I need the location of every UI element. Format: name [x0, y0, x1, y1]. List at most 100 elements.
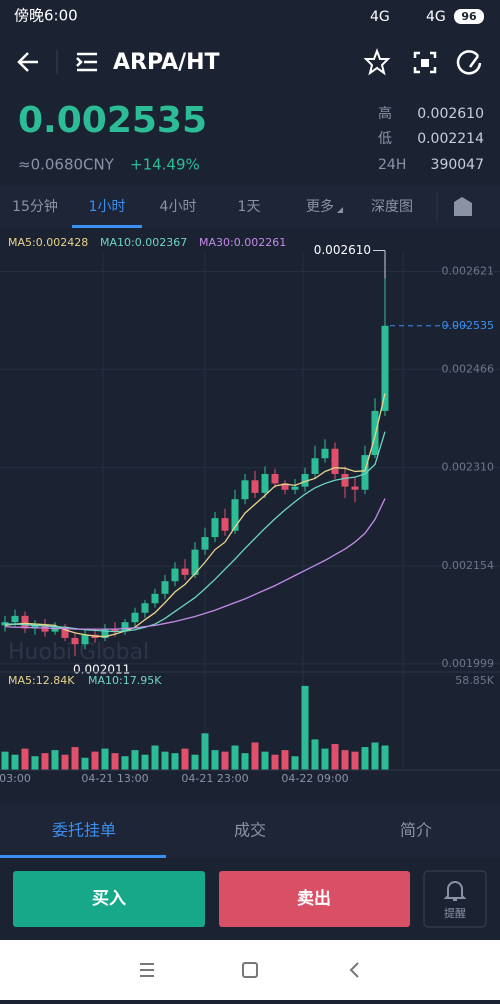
alert-label: 提醒 [444, 907, 466, 920]
max-pointer [373, 249, 386, 279]
scan-dot [421, 59, 429, 67]
volume-bar [91, 751, 99, 770]
tab-bar [0, 186, 500, 228]
ma-line [4, 393, 386, 638]
candle-body [381, 325, 389, 411]
depth-tab[interactable]: 深度图 [371, 199, 413, 215]
sell-button[interactable] [219, 871, 410, 927]
candle-body [331, 448, 339, 474]
legend-entry: MA5:0.002428 [8, 236, 88, 249]
bottom-tab[interactable]: 简介 [400, 821, 432, 840]
volume-bar [81, 757, 89, 770]
candle-body [221, 518, 229, 531]
bottom-tab-underline [0, 855, 166, 858]
more-tab[interactable]: 更多 [306, 198, 334, 215]
min-label: 0.002011 [73, 663, 130, 677]
volume-value: 390047 [431, 157, 484, 173]
scan-button[interactable] [413, 51, 437, 74]
candle-body [351, 486, 359, 490]
last-price-label: 0.002535 [442, 319, 495, 332]
candle-body [201, 537, 209, 550]
volume-bar [181, 748, 189, 770]
volume-bar [211, 750, 219, 770]
battery [454, 9, 484, 24]
volume-bar [11, 754, 19, 770]
volume-bar [331, 744, 339, 770]
favorite-button[interactable] [363, 48, 391, 76]
sell-label: 卖出 [297, 888, 331, 909]
volume-bar [221, 751, 229, 770]
alert-button[interactable] [423, 870, 487, 928]
back-button[interactable] [17, 52, 38, 72]
buy-label: 买入 [92, 889, 126, 909]
legend-entry: MA30:0.002261 [199, 236, 286, 249]
x-tick-label: 04-21 13:00 [81, 772, 148, 785]
interval-tab[interactable]: 4小时 [160, 199, 197, 215]
candle-body [131, 612, 139, 623]
x-tick-label: 04-21 23:00 [181, 772, 248, 785]
volume-bar [41, 753, 49, 770]
max-label: 0.002610 [314, 243, 371, 257]
candle-body [361, 455, 369, 490]
volume-bar [371, 742, 379, 770]
interval-tab[interactable]: 15分钟 [12, 198, 58, 215]
bottom-tab-active[interactable]: 委托挂单 [52, 821, 116, 840]
volume-bar [61, 754, 69, 770]
candle-body [181, 568, 189, 575]
candle-body [61, 626, 69, 638]
candle-body [21, 615, 29, 629]
network: 4G [370, 9, 390, 25]
buy-button[interactable] [13, 871, 205, 927]
candle-body [321, 448, 329, 459]
more-caret [337, 207, 343, 213]
share-button[interactable] [456, 50, 482, 75]
candle-body [11, 615, 19, 623]
high-label: 高 [378, 105, 392, 122]
volume-bar [311, 739, 319, 770]
volume-label: 24H [378, 157, 406, 173]
menu-button[interactable] [76, 52, 97, 72]
volume-bar [111, 753, 119, 770]
volume-bar [281, 750, 289, 770]
volume-bar [361, 747, 369, 770]
high-value: 0.002610 [417, 106, 484, 122]
bell-icon [443, 881, 467, 901]
candle-body [101, 628, 109, 638]
legend-entry: MA10:0.002367 [100, 236, 187, 249]
y-tick-label: 0.002466 [442, 362, 495, 375]
candle-body [211, 518, 219, 538]
volume-bar [231, 745, 239, 770]
interval-tab-active[interactable]: 1小时 [89, 199, 126, 215]
volume-bar [151, 745, 159, 770]
candle-body [81, 634, 89, 645]
nav-back[interactable] [349, 962, 359, 978]
nav-home[interactable] [242, 962, 258, 978]
volume-bar [1, 751, 9, 770]
change: +14.49% [130, 156, 200, 174]
volume-bar [321, 748, 329, 770]
volume-bar [351, 751, 359, 770]
volume-bar [381, 745, 389, 770]
x-tick-label: 03:00 [0, 772, 31, 785]
bottom-tab[interactable]: 成交 [234, 821, 266, 840]
interval-tab[interactable]: 1天 [238, 199, 261, 215]
volume-legend: MA5:12.84K [8, 674, 75, 687]
volume-bar [201, 733, 209, 770]
candle-body [241, 480, 249, 500]
candle-body [371, 410, 379, 456]
nav-menu[interactable] [140, 963, 154, 977]
candle-body [141, 603, 149, 613]
candle-body [111, 628, 119, 632]
battery-level: 96 [461, 10, 477, 23]
volume-bar [51, 750, 59, 770]
volume-bar [271, 754, 279, 770]
candle-body [31, 625, 39, 629]
candle-body [291, 486, 299, 490]
volume-bar [121, 756, 129, 770]
y-tick-label: 0.002310 [442, 461, 495, 474]
volume-bar [341, 750, 349, 770]
watermark: Huobi Global [8, 640, 149, 665]
volume-bar [171, 753, 179, 770]
y-tick-label: 58.85K [455, 674, 494, 687]
settings-button[interactable] [454, 197, 472, 216]
